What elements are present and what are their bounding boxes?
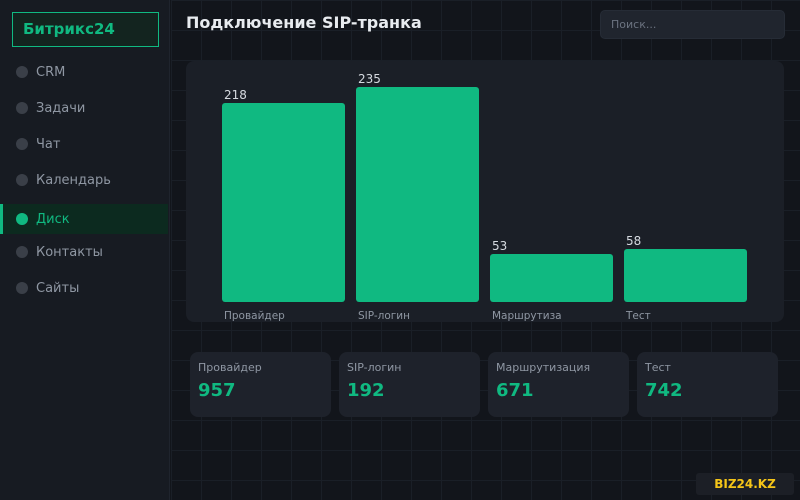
- stat-value: 957: [198, 380, 236, 401]
- sidebar-item-contacts[interactable]: Контакты: [0, 237, 168, 267]
- sidebar-item-label: Контакты: [36, 244, 103, 260]
- sidebar-item-label: Диск: [36, 211, 70, 227]
- app-logo[interactable]: Битрикс24: [12, 12, 159, 47]
- stat-label: Провайдер: [198, 361, 262, 374]
- sites-icon: [16, 282, 28, 294]
- stat-label: Тест: [645, 361, 671, 374]
- chart-bar[interactable]: [624, 249, 747, 302]
- crm-icon: [16, 66, 28, 78]
- sidebar-item-label: Календарь: [36, 172, 111, 188]
- stat-card-test[interactable]: Тест 742: [637, 352, 778, 417]
- watermark-badge: BIZ24.KZ: [696, 473, 794, 495]
- chart-panel: 218 Провайдер 235 SIP-логин 53 Маршрутиза 58 Те…: [186, 61, 784, 322]
- sidebar-item-chat[interactable]: Чат: [0, 129, 168, 159]
- page-title: Подключение SIP-транка: [186, 13, 422, 32]
- sidebar-item-label: Чат: [36, 136, 61, 152]
- stat-card-sip-login[interactable]: SIP-логин 192: [339, 352, 480, 417]
- sidebar-item-label: Сайты: [36, 280, 80, 296]
- tasks-icon: [16, 102, 28, 114]
- x-tick-label: Тест: [625, 310, 651, 322]
- sidebar-item-crm[interactable]: CRM: [0, 57, 168, 87]
- sidebar-item-tasks[interactable]: Задачи: [0, 93, 168, 123]
- bar-value-label: 235: [358, 72, 381, 86]
- contacts-icon: [16, 246, 28, 258]
- chart-bar[interactable]: [222, 103, 345, 302]
- chart-bar[interactable]: [356, 87, 479, 302]
- sidebar-item-calendar[interactable]: Календарь: [0, 165, 168, 195]
- bar-value-label: 218: [224, 88, 247, 102]
- x-tick-label: Провайдер: [224, 310, 285, 322]
- sidebar-item-label: Задачи: [36, 100, 86, 116]
- stat-value: 671: [496, 380, 534, 401]
- sidebar-item-label: CRM: [36, 64, 66, 80]
- sidebar-item-sites[interactable]: Сайты: [0, 273, 168, 303]
- stat-label: Маршрутизация: [496, 361, 591, 374]
- disk-icon: [16, 213, 28, 225]
- chart-bar[interactable]: [490, 254, 613, 302]
- stat-card-routing[interactable]: Маршрутизация 671: [488, 352, 629, 417]
- bar-value-label: 58: [626, 234, 641, 248]
- stat-value: 192: [347, 380, 385, 401]
- chat-icon: [16, 138, 28, 150]
- x-tick-label: SIP-логин: [358, 310, 410, 322]
- sidebar: Битрикс24 CRM Задачи Чат Календарь Диск …: [0, 0, 170, 500]
- calendar-icon: [16, 174, 28, 186]
- stat-card-provider[interactable]: Провайдер 957: [190, 352, 331, 417]
- stat-label: SIP-логин: [347, 361, 402, 374]
- bar-chart: 218 Провайдер 235 SIP-логин 53 Маршрутиза 58 Те…: [222, 72, 747, 322]
- sidebar-item-disk[interactable]: Диск: [0, 204, 168, 234]
- bar-value-label: 53: [492, 239, 507, 253]
- stat-value: 742: [645, 380, 683, 401]
- x-tick-label: Маршрутиза: [492, 310, 562, 322]
- search-input[interactable]: [600, 10, 785, 39]
